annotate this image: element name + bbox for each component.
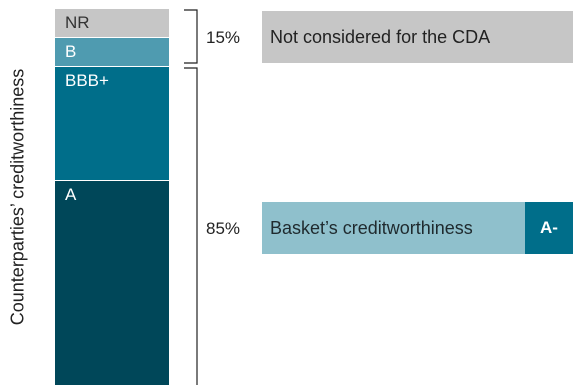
segment-bbb-plus: BBB+ — [55, 67, 169, 180]
segment-nr: NR — [55, 9, 169, 37]
not-considered-box: Not considered for the CDA — [262, 11, 573, 63]
basket-box: Basket’s creditworthiness — [262, 202, 525, 254]
segment-b-label: B — [65, 42, 77, 61]
basket-rating-badge: A- — [525, 202, 573, 254]
bracket-bottom — [184, 67, 198, 385]
percentage-considered: 85% — [206, 219, 241, 238]
segment-bbb-plus-label: BBB+ — [65, 71, 109, 90]
segment-a: A — [55, 181, 169, 385]
basket-label: Basket’s creditworthiness — [270, 217, 473, 238]
percentage-not-considered: 15% — [206, 28, 241, 47]
segment-b: B — [55, 38, 169, 66]
segment-a-label: A — [65, 185, 77, 204]
bracket-top — [184, 9, 198, 64]
not-considered-label: Not considered for the CDA — [270, 26, 491, 47]
basket-rating-label: A- — [540, 218, 558, 237]
segment-nr-label: NR — [65, 13, 90, 32]
